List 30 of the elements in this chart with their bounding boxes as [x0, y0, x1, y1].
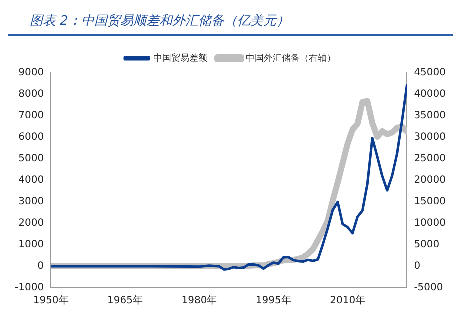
x-tick-label: 1995年 [256, 294, 292, 307]
y2-tick-label: 15000 [414, 196, 446, 208]
y2-tick-label: 0 [414, 261, 421, 272]
y2-tick-label: 20000 [414, 175, 446, 186]
y2-tick-label: 10000 [414, 218, 446, 230]
legend-label: 中国贸易差额 [154, 52, 208, 64]
y2-tick-label: 5000 [414, 240, 440, 251]
y-tick-label: 8000 [18, 89, 44, 100]
legend-label: 中国外汇储备（右轴） [246, 52, 336, 64]
chart-title: 图表 2：中国贸易顺差和外汇储备（亿美元） [8, 8, 453, 36]
y-tick-label: 0 [38, 261, 44, 272]
y-tick-label: 7000 [18, 110, 44, 122]
y-tick-label: 9000 [18, 68, 44, 79]
y2-tick-label: 25000 [414, 154, 446, 165]
y-tick-label: 4000 [18, 175, 44, 186]
x-tick-label: 1950年 [33, 294, 69, 307]
x-tick-label: 1980年 [182, 294, 218, 307]
y2-tick-label: 45000 [414, 68, 446, 79]
y2-tick-label: 30000 [414, 132, 446, 144]
y2-tick-label: 35000 [414, 110, 446, 122]
x-tick-label: 1965年 [108, 294, 143, 307]
x-tick-label: 2010年 [330, 294, 366, 307]
y-tick-label: 1000 [18, 240, 44, 251]
y-tick-label: 6000 [18, 132, 44, 144]
y2-tick-label: -5000 [414, 282, 444, 294]
y-tick-label: 5000 [18, 154, 44, 165]
y-tick-label: -1000 [14, 282, 44, 294]
y-tick-label: 3000 [18, 196, 44, 208]
y2-tick-label: 40000 [414, 89, 446, 100]
y-tick-label: 2000 [18, 218, 44, 230]
